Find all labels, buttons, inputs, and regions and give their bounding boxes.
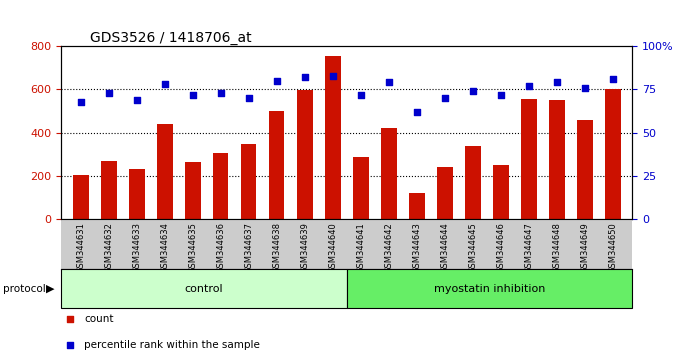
Bar <box>213 153 228 219</box>
Point <box>607 76 618 82</box>
Point <box>579 85 590 91</box>
Text: percentile rank within the sample: percentile rank within the sample <box>84 340 260 350</box>
Point <box>103 90 114 96</box>
Point <box>159 81 170 87</box>
Bar <box>605 89 620 219</box>
Text: GSM344647: GSM344647 <box>524 222 533 273</box>
Text: GSM344632: GSM344632 <box>104 222 114 273</box>
Bar <box>409 193 424 219</box>
Point <box>327 73 338 78</box>
Point <box>243 95 254 101</box>
Text: myostatin inhibition: myostatin inhibition <box>434 284 545 293</box>
Bar <box>325 56 341 219</box>
Bar <box>101 161 116 219</box>
Text: GSM344639: GSM344639 <box>301 222 309 273</box>
Point <box>439 95 450 101</box>
Bar <box>269 111 284 219</box>
Bar <box>297 91 313 219</box>
Text: GSM344644: GSM344644 <box>441 222 449 273</box>
Point <box>65 316 75 322</box>
Bar <box>73 175 88 219</box>
Text: GSM344643: GSM344643 <box>412 222 422 273</box>
Text: GSM344634: GSM344634 <box>160 222 169 273</box>
Bar <box>157 124 173 219</box>
Text: GSM344642: GSM344642 <box>384 222 393 273</box>
Point <box>65 342 75 348</box>
Text: GSM344631: GSM344631 <box>76 222 85 273</box>
Text: GSM344638: GSM344638 <box>272 222 282 273</box>
Text: control: control <box>185 284 223 293</box>
Text: ▶: ▶ <box>46 284 54 293</box>
Bar <box>61 269 347 308</box>
Bar <box>437 167 452 219</box>
Text: GSM344650: GSM344650 <box>609 222 617 273</box>
Point <box>356 92 367 97</box>
Point <box>384 80 394 85</box>
Text: GSM344633: GSM344633 <box>133 222 141 273</box>
Text: GSM344635: GSM344635 <box>188 222 197 273</box>
Text: GSM344640: GSM344640 <box>328 222 337 273</box>
Text: count: count <box>84 314 114 325</box>
Bar <box>549 100 564 219</box>
Bar <box>185 162 201 219</box>
Point <box>495 92 506 97</box>
Point <box>551 80 562 85</box>
Text: GSM344645: GSM344645 <box>469 222 477 273</box>
Bar <box>381 129 396 219</box>
Bar <box>577 120 592 219</box>
Point <box>411 109 422 115</box>
Bar <box>241 144 256 219</box>
Point <box>131 97 142 103</box>
Point <box>467 88 478 94</box>
Text: GSM344637: GSM344637 <box>244 222 253 273</box>
Bar <box>353 156 369 219</box>
Text: protocol: protocol <box>3 284 46 293</box>
Bar <box>347 269 632 308</box>
Point <box>216 90 226 96</box>
Point <box>271 78 282 84</box>
Bar <box>493 165 509 219</box>
Text: GSM344636: GSM344636 <box>216 222 225 273</box>
Text: GSM344649: GSM344649 <box>580 222 590 273</box>
Bar <box>521 99 537 219</box>
Text: GSM344641: GSM344641 <box>356 222 365 273</box>
Point <box>524 83 534 89</box>
Bar <box>129 169 144 219</box>
Text: GSM344648: GSM344648 <box>552 222 561 273</box>
Bar <box>465 146 481 219</box>
Text: GDS3526 / 1418706_at: GDS3526 / 1418706_at <box>90 31 252 45</box>
Point <box>75 99 86 104</box>
Point <box>299 74 310 80</box>
Text: GSM344646: GSM344646 <box>496 222 505 273</box>
Point <box>188 92 199 97</box>
